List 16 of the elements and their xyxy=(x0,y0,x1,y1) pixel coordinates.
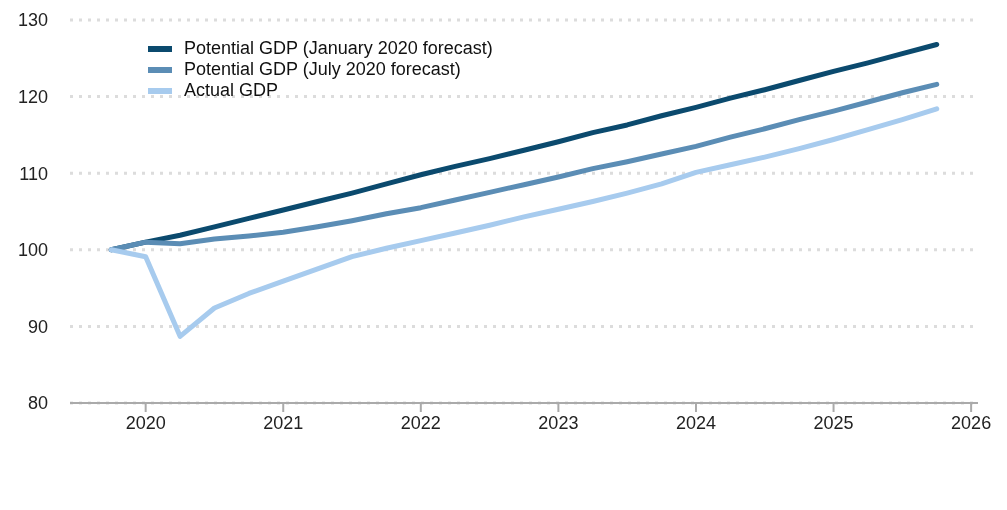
x-tick-label: 2021 xyxy=(263,412,304,433)
y-tick-label: 130 xyxy=(17,10,48,31)
y-tick-label: 100 xyxy=(17,240,48,261)
y-tick-label: 120 xyxy=(17,86,48,107)
legend-label: Potential GDP (January 2020 forecast) xyxy=(184,38,493,59)
x-tick-label: 2026 xyxy=(951,412,992,433)
x-tick-label: 2024 xyxy=(675,412,716,433)
y-tick-label: 90 xyxy=(27,316,48,337)
y-tick-label: 110 xyxy=(19,163,48,184)
x-tick-label: 2020 xyxy=(125,412,166,433)
x-tick-label: 2023 xyxy=(538,412,579,433)
x-tick-label: 2025 xyxy=(813,412,854,433)
legend-label: Actual GDP xyxy=(184,80,279,101)
legend-label: Potential GDP (July 2020 forecast) xyxy=(184,59,461,80)
y-tick-label: 80 xyxy=(27,393,48,414)
x-tick-label: 2022 xyxy=(400,412,441,433)
